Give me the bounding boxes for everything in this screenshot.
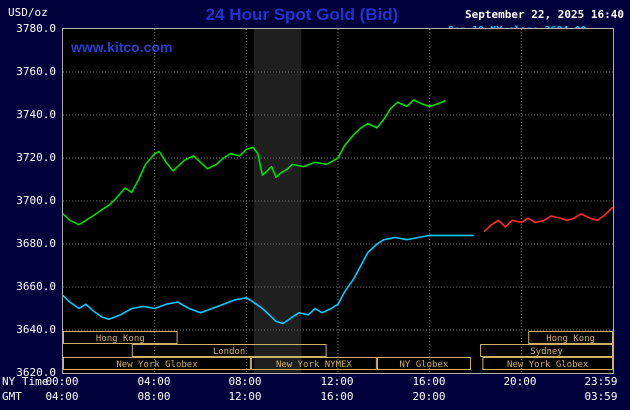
y-tick-label: 3700.0 [16, 194, 56, 207]
svg-text:London: London [213, 347, 246, 357]
plot-area: Hong Kong Hong Kong London Sydney New York G… [62, 28, 614, 374]
x-tick-label-ny: 08:00 [228, 375, 262, 388]
x-tick-label-ny: 04:00 [137, 375, 171, 388]
x-tick-label-gmt: 12:00 [228, 390, 262, 403]
y-tick-label: 3780.0 [16, 22, 56, 35]
gmt-axis-label: GMT [2, 390, 22, 403]
x-tick-label-ny: 20:00 [503, 375, 537, 388]
x-tick-label-gmt: 08:00 [137, 390, 171, 403]
svg-text:Sydney: Sydney [530, 347, 563, 357]
svg-text:New York Globex: New York Globex [116, 360, 198, 370]
x-tick-label-ny: 00:00 [45, 375, 79, 388]
svg-text:Hong Kong: Hong Kong [546, 334, 595, 344]
svg-text:New York NYMEX: New York NYMEX [276, 360, 352, 370]
y-tick-label: 3760.0 [16, 65, 56, 78]
svg-text:New York Globex: New York Globex [507, 360, 589, 370]
ny-time-axis-label: NY Time [2, 375, 49, 388]
x-tick-label-gmt: 03:59 [584, 390, 618, 403]
x-tick-label-gmt: 20:00 [412, 390, 446, 403]
x-tick-label-ny: 23:59 [584, 375, 618, 388]
svg-text:NY Globex: NY Globex [400, 360, 449, 370]
y-tick-label: 3620.0 [16, 366, 56, 379]
x-tick-label-ny: 16:00 [412, 375, 446, 388]
svg-text:Hong Kong: Hong Kong [96, 334, 145, 344]
y-tick-label: 3680.0 [16, 237, 56, 250]
kitco-link[interactable]: www.kitco.com [71, 39, 173, 55]
y-tick-label: 3720.0 [16, 151, 56, 164]
y-tick-label: 3660.0 [16, 280, 56, 293]
page-title: 24 Hour Spot Gold (Bid) [205, 5, 399, 24]
price-chart-canvas: Hong Kong Hong Kong London Sydney New York G… [63, 29, 613, 373]
datetime-label: September 22, 2025 16:40 [465, 8, 624, 21]
y-tick-label: 3640.0 [16, 323, 56, 336]
units-label: USD/oz [8, 6, 48, 19]
x-tick-label-ny: 12:00 [320, 375, 354, 388]
x-tick-label-gmt: 04:00 [45, 390, 79, 403]
y-tick-label: 3740.0 [16, 108, 56, 121]
x-tick-label-gmt: 16:00 [320, 390, 354, 403]
